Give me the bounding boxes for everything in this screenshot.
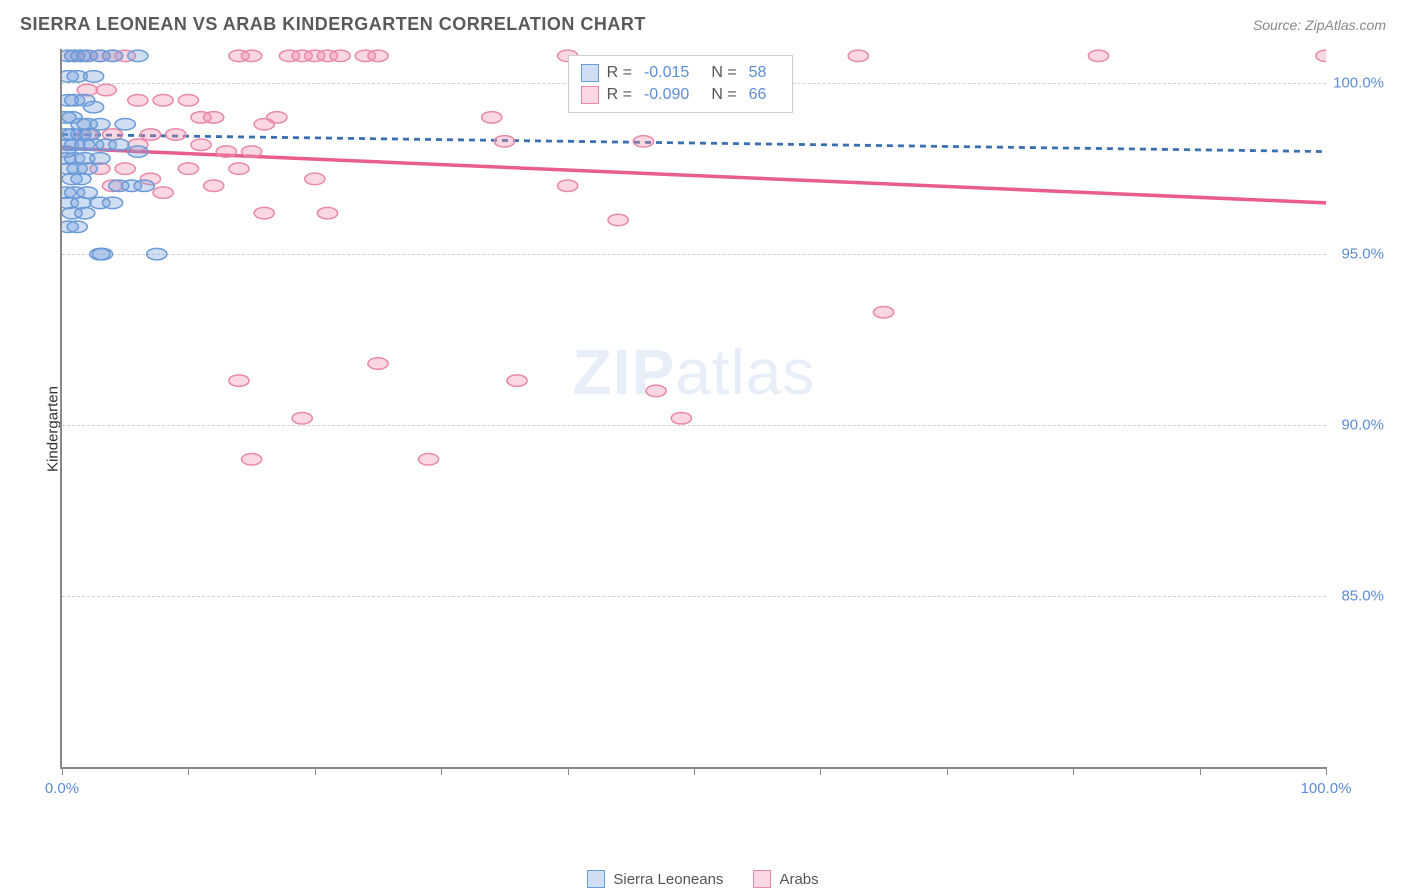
n-label-2: N = bbox=[711, 86, 736, 104]
bottom-label-series1: Sierra Leoneans bbox=[613, 871, 723, 888]
scatter-point bbox=[848, 50, 868, 61]
r-label-2: R = bbox=[607, 86, 632, 104]
scatter-point bbox=[90, 153, 110, 164]
xtick bbox=[947, 767, 948, 775]
scatter-point bbox=[305, 173, 325, 184]
legend-row-series1: R = -0.015 N = 58 bbox=[581, 62, 781, 84]
scatter-point bbox=[482, 112, 502, 123]
scatter-point bbox=[330, 50, 350, 61]
r-value-2: -0.090 bbox=[644, 86, 689, 104]
scatter-point bbox=[671, 413, 691, 424]
scatter-point bbox=[204, 112, 224, 123]
scatter-point bbox=[96, 84, 116, 95]
scatter-point bbox=[62, 146, 76, 157]
source-attribution: Source: ZipAtlas.com bbox=[1253, 17, 1386, 33]
scatter-point bbox=[507, 375, 527, 386]
ytick-label: 95.0% bbox=[1341, 246, 1384, 263]
scatter-point bbox=[292, 413, 312, 424]
scatter-point bbox=[178, 95, 198, 106]
chart-container: Kindergarten ZIPatlas R = -0.015 N = 58 … bbox=[60, 49, 1386, 809]
scatter-point bbox=[1088, 50, 1108, 61]
scatter-point bbox=[134, 180, 154, 191]
scatter-point bbox=[216, 146, 236, 157]
scatter-point bbox=[204, 180, 224, 191]
n-value-1: 58 bbox=[749, 64, 767, 82]
legend-swatch-series2 bbox=[581, 86, 599, 104]
bottom-label-series2: Arabs bbox=[779, 871, 818, 888]
scatter-point bbox=[633, 136, 653, 147]
xtick bbox=[1326, 767, 1327, 775]
scatter-point bbox=[71, 173, 91, 184]
scatter-point bbox=[267, 112, 287, 123]
scatter-point bbox=[873, 307, 893, 318]
scatter-point bbox=[368, 50, 388, 61]
scatter-point bbox=[83, 101, 103, 112]
scatter-point bbox=[153, 187, 173, 198]
r-value-1: -0.015 bbox=[644, 64, 689, 82]
xtick bbox=[694, 767, 695, 775]
scatter-point bbox=[229, 375, 249, 386]
scatter-point bbox=[241, 146, 261, 157]
scatter-point bbox=[147, 248, 167, 259]
xtick bbox=[315, 767, 316, 775]
scatter-point bbox=[646, 385, 666, 396]
scatter-point bbox=[140, 129, 160, 140]
correlation-legend: R = -0.015 N = 58 R = -0.090 N = 66 bbox=[568, 55, 794, 113]
xtick bbox=[1073, 767, 1074, 775]
xtick bbox=[568, 767, 569, 775]
scatter-point bbox=[1316, 50, 1326, 61]
xtick-label-end: 100.0% bbox=[1301, 780, 1352, 797]
scatter-point bbox=[109, 139, 129, 150]
xtick bbox=[1200, 767, 1201, 775]
scatter-point bbox=[153, 95, 173, 106]
xtick bbox=[188, 767, 189, 775]
bottom-swatch-series2 bbox=[753, 870, 771, 888]
xtick bbox=[441, 767, 442, 775]
scatter-point bbox=[368, 358, 388, 369]
scatter-point bbox=[254, 207, 274, 218]
xtick-label-start: 0.0% bbox=[45, 780, 79, 797]
scatter-point bbox=[115, 163, 135, 174]
scatter-point bbox=[241, 50, 261, 61]
scatter-point bbox=[166, 129, 186, 140]
scatter-point bbox=[178, 163, 198, 174]
y-axis-label: Kindergarten bbox=[44, 386, 61, 472]
chart-header: SIERRA LEONEAN VS ARAB KINDERGARTEN CORR… bbox=[0, 0, 1406, 45]
scatter-point bbox=[75, 207, 95, 218]
ytick-label: 85.0% bbox=[1341, 588, 1384, 605]
scatter-point bbox=[83, 71, 103, 82]
n-label-1: N = bbox=[711, 64, 736, 82]
scatter-point bbox=[128, 146, 148, 157]
scatter-point bbox=[102, 197, 122, 208]
r-label-1: R = bbox=[607, 64, 632, 82]
scatter-point bbox=[128, 50, 148, 61]
legend-swatch-series1 bbox=[581, 64, 599, 82]
xtick bbox=[820, 767, 821, 775]
scatter-point bbox=[241, 454, 261, 465]
scatter-point bbox=[494, 136, 514, 147]
scatter-point bbox=[102, 50, 122, 61]
xtick bbox=[62, 767, 63, 775]
scatter-point bbox=[229, 163, 249, 174]
bottom-legend-series2: Arabs bbox=[753, 870, 818, 888]
n-value-2: 66 bbox=[749, 86, 767, 104]
scatter-point bbox=[67, 221, 87, 232]
chart-title: SIERRA LEONEAN VS ARAB KINDERGARTEN CORR… bbox=[20, 14, 646, 35]
scatter-point bbox=[191, 139, 211, 150]
scatter-point bbox=[128, 95, 148, 106]
scatter-point bbox=[317, 207, 337, 218]
plot-svg bbox=[62, 49, 1326, 767]
plot-area: ZIPatlas R = -0.015 N = 58 R = -0.090 N … bbox=[60, 49, 1326, 769]
legend-row-series2: R = -0.090 N = 66 bbox=[581, 84, 781, 106]
bottom-legend-series1: Sierra Leoneans bbox=[587, 870, 723, 888]
scatter-point bbox=[608, 214, 628, 225]
scatter-point bbox=[557, 180, 577, 191]
scatter-point bbox=[418, 454, 438, 465]
bottom-swatch-series1 bbox=[587, 870, 605, 888]
scatter-point bbox=[115, 118, 135, 129]
scatter-point bbox=[92, 248, 112, 259]
bottom-legend: Sierra Leoneans Arabs bbox=[0, 870, 1406, 888]
ytick-label: 90.0% bbox=[1341, 417, 1384, 434]
ytick-label: 100.0% bbox=[1333, 75, 1384, 92]
